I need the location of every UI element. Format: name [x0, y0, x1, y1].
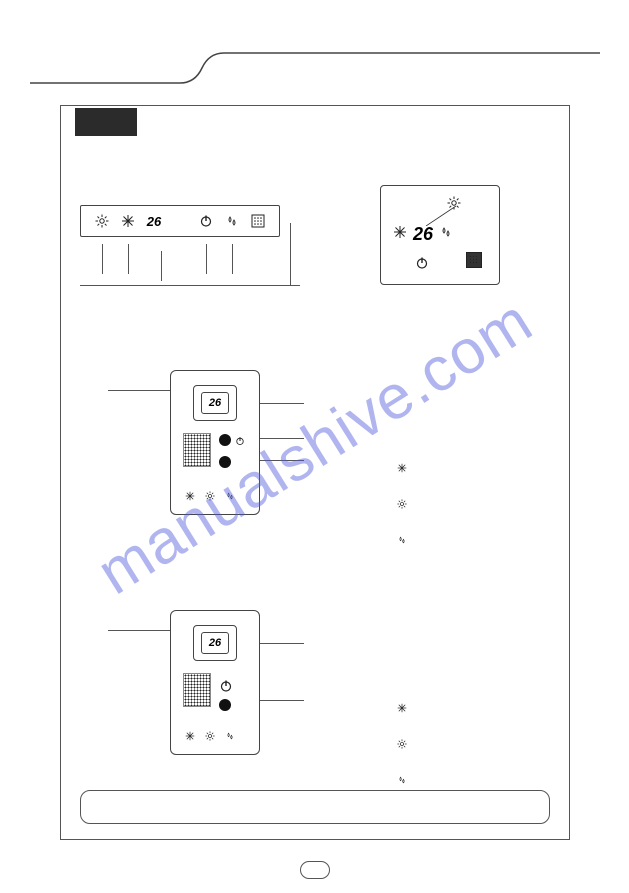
remote-screen: 26 — [193, 625, 237, 661]
snowflake-icon — [115, 214, 141, 228]
lead — [260, 700, 304, 701]
strip-side-lead — [290, 223, 291, 286]
mode-button[interactable] — [219, 699, 231, 711]
snowflake-icon — [185, 728, 195, 746]
display-strip: 26 — [80, 205, 280, 237]
drops-icon — [397, 532, 407, 550]
lead — [260, 403, 304, 404]
remote-temp: 26 — [201, 632, 229, 654]
ir-grille — [183, 673, 211, 707]
page-number-oval — [300, 861, 330, 879]
mode-indicator-row — [185, 728, 235, 746]
mode-button[interactable] — [219, 456, 231, 468]
section-tab — [75, 108, 137, 136]
drops-icon — [219, 214, 245, 228]
remote-a: 26 — [170, 370, 260, 515]
grid-icon — [245, 214, 271, 228]
power-button[interactable] — [219, 434, 231, 446]
snowflake-icon — [397, 700, 407, 718]
lead — [108, 630, 170, 631]
strip-underline — [80, 285, 300, 286]
note-box — [80, 790, 550, 824]
drops-icon — [439, 225, 453, 244]
sun-icon — [205, 488, 215, 506]
power-icon — [235, 433, 245, 451]
mode-indicator-row — [185, 488, 235, 506]
ir-grille — [183, 433, 211, 467]
power-icon — [193, 214, 219, 228]
snowflake-icon — [185, 488, 195, 506]
mode-icon-column — [395, 460, 409, 550]
power-icon — [415, 256, 429, 275]
snowflake-icon — [397, 460, 407, 478]
lead — [260, 460, 304, 461]
sun-icon — [205, 728, 215, 746]
remote-b: 26 — [170, 610, 260, 755]
lead — [260, 643, 304, 644]
remote-temp: 26 — [201, 392, 229, 414]
drops-icon — [225, 488, 235, 506]
sun-icon — [397, 496, 407, 514]
snowflake-icon — [393, 225, 407, 244]
drops-icon — [397, 772, 407, 790]
display-square: 26 — [380, 185, 500, 285]
temp-readout: 26 — [413, 224, 433, 245]
lead — [260, 438, 304, 439]
temp-readout: 26 — [141, 214, 167, 229]
sun-icon — [397, 736, 407, 754]
pointer-line — [426, 204, 466, 226]
remote-screen: 26 — [193, 385, 237, 421]
grid-icon-filled — [466, 252, 482, 273]
drops-icon — [225, 728, 235, 746]
mode-icon-column — [395, 700, 409, 790]
power-icon — [219, 679, 233, 698]
lead — [108, 390, 170, 391]
header-bracket — [30, 50, 600, 85]
sun-icon — [89, 214, 115, 228]
